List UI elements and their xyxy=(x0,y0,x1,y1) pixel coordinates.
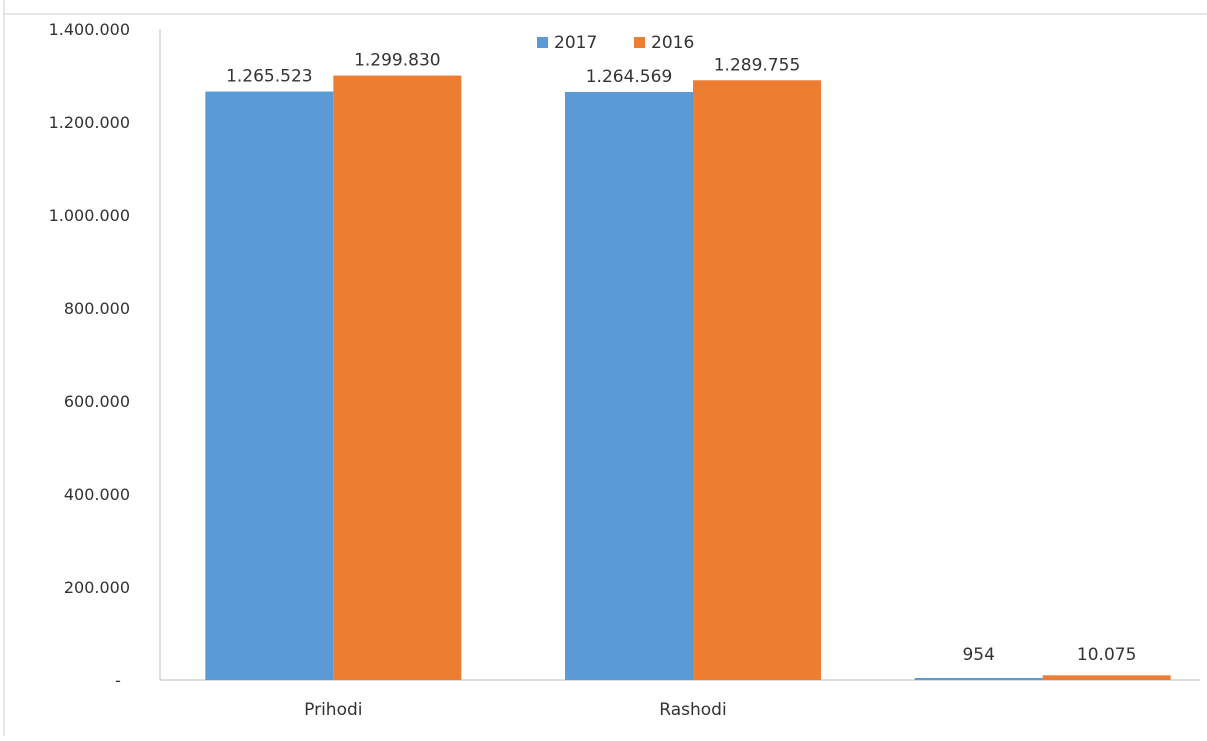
y-tick-label: - xyxy=(115,671,121,690)
data-label: 954 xyxy=(962,645,994,665)
y-tick-label: 1.200.000 xyxy=(49,113,130,132)
data-label: 10.075 xyxy=(1077,645,1136,665)
y-tick-label: 400.000 xyxy=(64,485,130,504)
data-label: 1.289.755 xyxy=(714,55,801,75)
legend-label: 2016 xyxy=(651,33,694,53)
x-tick-label: Rashodi xyxy=(659,700,726,720)
x-tick-label: Prihodi xyxy=(304,700,362,720)
bar-2017-Prihodi xyxy=(205,91,334,681)
data-label: 1.264.569 xyxy=(586,67,673,87)
y-tick-label: 600.000 xyxy=(64,392,130,411)
legend-label: 2017 xyxy=(554,33,597,53)
y-tick-label: 1.400.000 xyxy=(49,20,130,39)
bar-2017-category-3 xyxy=(914,678,1043,680)
data-label: 1.265.523 xyxy=(226,67,313,87)
data-label: 1.299.830 xyxy=(354,51,441,71)
y-tick-label: 1.000.000 xyxy=(49,206,130,225)
legend-swatch-2016 xyxy=(634,37,645,48)
legend-swatch-2017 xyxy=(537,37,548,48)
bar-2016-category-3 xyxy=(1042,675,1171,680)
bar-2016-Rashodi xyxy=(693,80,821,681)
bar-2017-Rashodi xyxy=(565,91,693,681)
bar-2016-Prihodi xyxy=(333,75,462,681)
y-tick-label: 200.000 xyxy=(64,578,130,597)
y-tick-label: 800.000 xyxy=(64,299,130,318)
